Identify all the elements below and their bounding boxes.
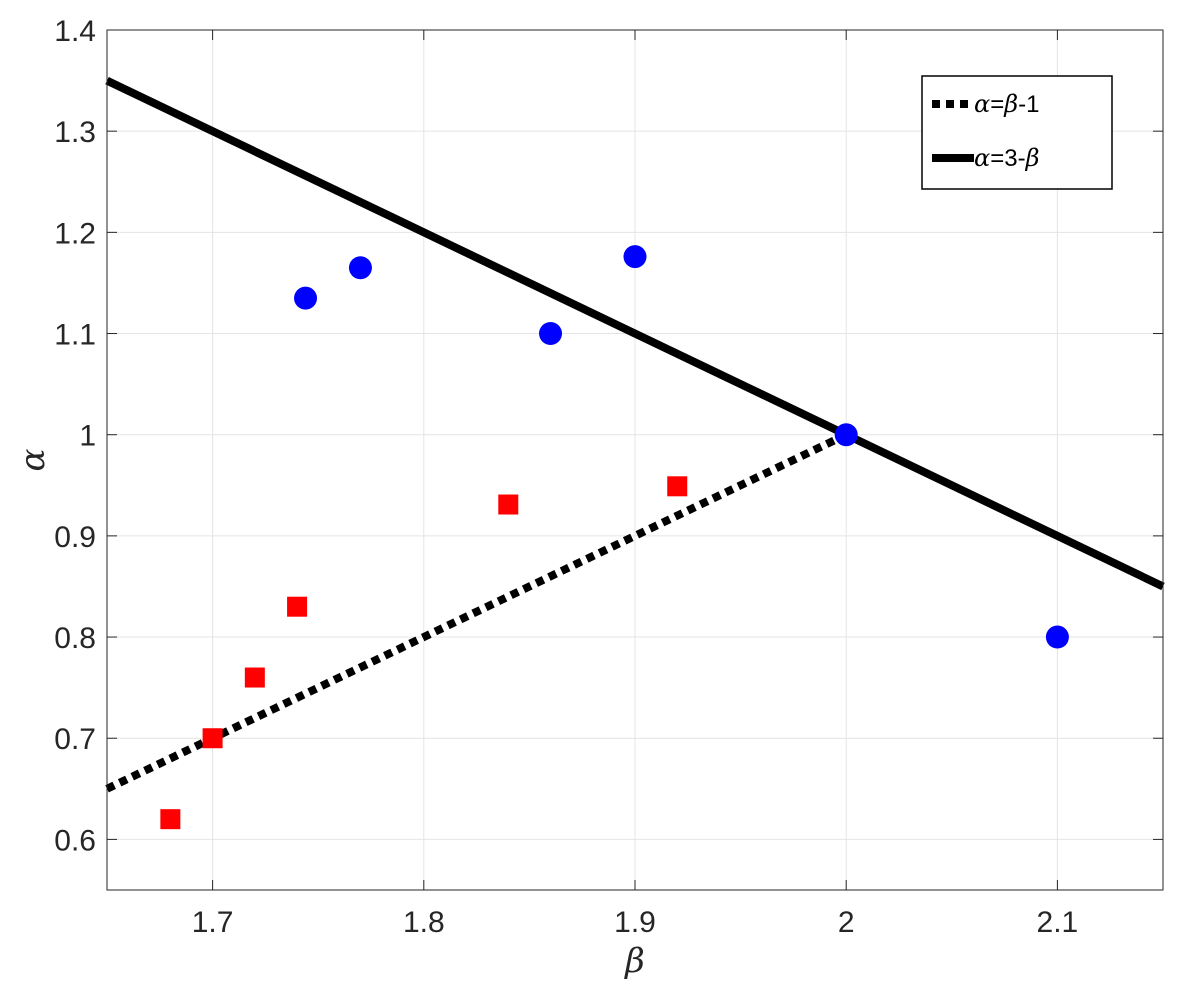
reference-lines	[105, 76, 1165, 793]
red-square-point	[287, 596, 308, 617]
legend: α=β-1α=3-β	[921, 75, 1113, 190]
y-tick-label: 0.7	[54, 723, 96, 756]
red-square-point	[667, 476, 688, 497]
blue-circle-point	[834, 423, 858, 447]
red-square-point	[244, 667, 265, 688]
legend-entry-label: α=3-β	[974, 144, 1039, 172]
x-tick-label: 2.1	[1037, 906, 1079, 939]
y-tick-labels: 0.6 0.7 0.8 0.9 1 1.1 1.2 1.3 1.4	[54, 15, 96, 857]
blue-circle-point	[539, 322, 563, 346]
y-tick-label: 0.9	[54, 521, 96, 554]
legend-text-part: =	[990, 91, 1004, 118]
dotted-line-series	[105, 431, 848, 793]
blue-circle-point	[294, 286, 318, 310]
y-tick-label: 1	[79, 420, 96, 453]
blue-circle-point	[623, 245, 647, 269]
solid-line-series	[105, 76, 1165, 591]
y-tick-label: 0.8	[54, 622, 96, 655]
y-tick-label: 1.4	[54, 15, 96, 48]
x-tick-label: 2	[838, 906, 855, 939]
legend-text-part: =3-	[990, 145, 1025, 172]
y-tick-label: 1.1	[54, 319, 96, 352]
legend-entry-label: α=β-1	[974, 90, 1039, 118]
blue-circle-point	[348, 256, 372, 280]
axis-ticks	[107, 29, 1163, 890]
y-tick-label: 1.2	[54, 217, 96, 250]
x-tick-label: 1.8	[403, 906, 445, 939]
y-tick-label: 0.6	[54, 824, 96, 857]
y-axis-label: α	[13, 448, 53, 471]
x-tick-labels: 1.7 1.8 1.9 2 2.1	[192, 906, 1079, 939]
data-points	[160, 245, 1069, 830]
x-axis-label: β	[623, 941, 645, 981]
legend-greek-symbol: β	[1025, 144, 1040, 172]
x-tick-label: 1.9	[614, 906, 656, 939]
legend-box	[921, 75, 1113, 190]
y-tick-label: 1.3	[54, 116, 96, 149]
legend-greek-symbol: β	[1003, 90, 1018, 118]
x-tick-label: 1.7	[192, 906, 234, 939]
legend-greek-symbol: α	[974, 90, 990, 118]
red-square-point	[160, 809, 181, 830]
legend-text-part: -1	[1018, 91, 1039, 118]
legend-greek-symbol: α	[974, 144, 990, 172]
red-square-point	[498, 494, 519, 515]
blue-circle-point	[1045, 625, 1069, 649]
red-square-point	[202, 728, 223, 749]
